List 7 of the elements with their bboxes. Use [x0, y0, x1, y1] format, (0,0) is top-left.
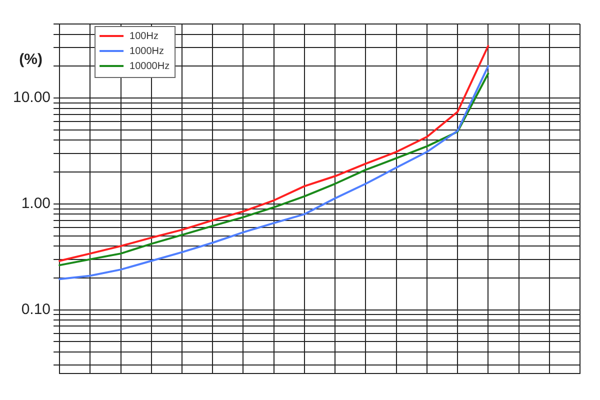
y-tick-label: 10.00 — [12, 89, 51, 106]
y-tick-label: 1.00 — [21, 195, 51, 212]
legend-label: 10000Hz — [130, 60, 170, 72]
y-axis-title: (%) — [19, 51, 42, 68]
legend-label: 100Hz — [130, 30, 158, 42]
legend-label: 1000Hz — [130, 46, 164, 57]
y-tick-label: 0.10 — [21, 300, 51, 318]
